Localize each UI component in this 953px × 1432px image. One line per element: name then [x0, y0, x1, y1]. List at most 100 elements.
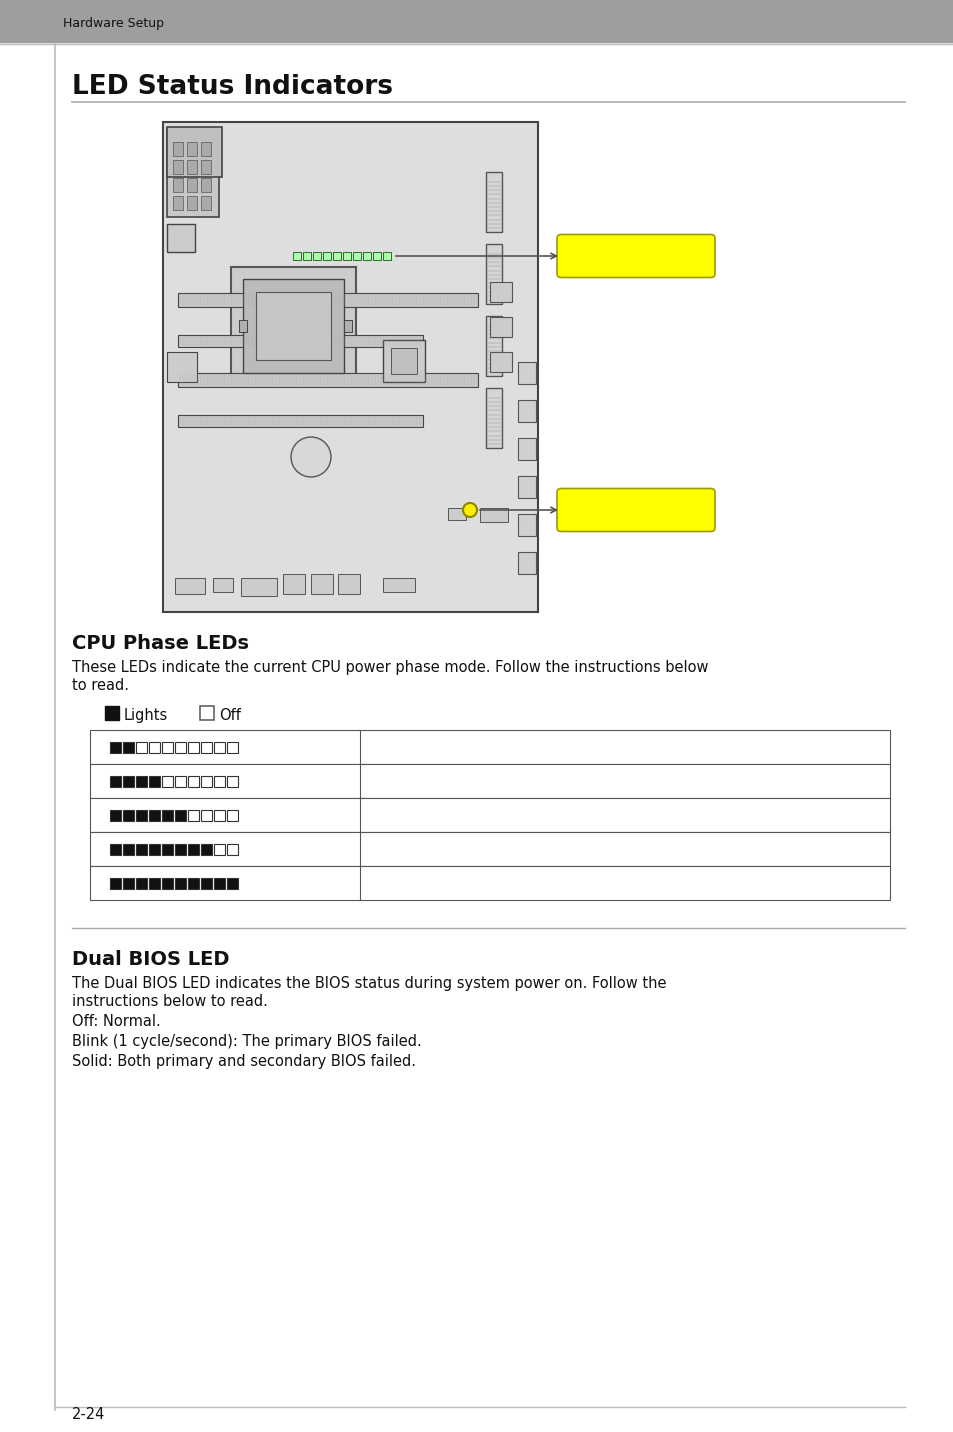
Bar	[344, 319, 352, 332]
FancyBboxPatch shape	[557, 488, 714, 531]
Circle shape	[462, 503, 476, 517]
Bar	[149, 742, 160, 752]
Bar	[167, 352, 196, 382]
Bar	[123, 878, 133, 888]
Bar	[187, 142, 196, 156]
Bar	[201, 809, 212, 821]
Text: 2-24: 2-24	[71, 1408, 105, 1422]
Bar	[213, 843, 225, 855]
Bar	[517, 438, 536, 460]
Bar	[110, 776, 121, 786]
Bar	[201, 142, 211, 156]
Bar	[90, 798, 889, 832]
Text: CPU Phase LEDs: CPU Phase LEDs	[569, 249, 702, 263]
Bar	[136, 776, 147, 786]
Bar	[174, 843, 186, 855]
Bar	[490, 282, 512, 302]
Bar	[149, 843, 160, 855]
Bar	[162, 809, 172, 821]
Bar	[213, 776, 225, 786]
Bar	[149, 776, 160, 786]
Bar	[490, 316, 512, 337]
Bar	[136, 742, 147, 752]
Bar	[174, 742, 186, 752]
Bar	[201, 843, 212, 855]
Bar	[241, 579, 276, 596]
Bar	[136, 809, 147, 821]
Bar	[110, 742, 121, 752]
Text: CPU Phase LEDs: CPU Phase LEDs	[71, 634, 249, 653]
Bar	[363, 252, 371, 261]
Bar	[227, 843, 237, 855]
Bar	[311, 574, 333, 594]
Bar	[448, 508, 465, 520]
Bar	[283, 574, 305, 594]
Bar	[517, 362, 536, 384]
Bar	[178, 335, 422, 347]
Bar	[172, 160, 183, 175]
Bar	[485, 388, 501, 448]
Bar	[188, 742, 199, 752]
Bar	[90, 832, 889, 866]
Circle shape	[291, 437, 331, 477]
Bar	[162, 742, 172, 752]
Bar	[187, 160, 196, 175]
Bar	[110, 809, 121, 821]
Bar	[149, 809, 160, 821]
Text: The Dual BIOS LED indicates the BIOS status during system power on. Follow the: The Dual BIOS LED indicates the BIOS sta…	[71, 977, 666, 991]
Bar	[188, 843, 199, 855]
Text: CPU is in 4 phase power mode.: CPU is in 4 phase power mode.	[374, 769, 601, 785]
Bar	[490, 352, 512, 372]
Text: CPU is in 6 phase power mode.: CPU is in 6 phase power mode.	[374, 803, 601, 819]
Text: Off: Off	[219, 707, 240, 723]
Text: instructions below to read.: instructions below to read.	[71, 994, 268, 1010]
Bar	[90, 730, 889, 765]
Bar	[213, 878, 225, 888]
Bar	[517, 475, 536, 498]
Bar	[162, 878, 172, 888]
Bar	[174, 776, 186, 786]
Bar	[123, 742, 133, 752]
Bar	[391, 348, 416, 374]
Bar	[243, 279, 344, 372]
Text: Dual BIOS LED: Dual BIOS LED	[71, 949, 230, 969]
Bar	[110, 843, 121, 855]
FancyBboxPatch shape	[557, 235, 714, 278]
Bar	[201, 196, 211, 211]
Bar	[162, 776, 172, 786]
Bar	[373, 252, 380, 261]
Text: CPU is in 10 phase power mode.: CPU is in 10 phase power mode.	[374, 872, 611, 886]
Bar	[174, 878, 186, 888]
Text: LED Status Indicators: LED Status Indicators	[71, 74, 393, 100]
Bar	[382, 579, 415, 591]
Bar	[213, 742, 225, 752]
Bar	[178, 294, 477, 306]
Bar	[343, 252, 351, 261]
Bar	[323, 252, 331, 261]
Bar	[479, 508, 507, 523]
Bar	[188, 878, 199, 888]
Text: Blink (1 cycle/second): The primary BIOS failed.: Blink (1 cycle/second): The primary BIOS…	[71, 1034, 421, 1050]
Bar	[0, 0, 953, 42]
Bar	[105, 706, 119, 720]
Text: Lights: Lights	[124, 707, 168, 723]
Bar	[485, 172, 501, 232]
Bar	[382, 339, 424, 382]
Bar	[162, 843, 172, 855]
Text: These LEDs indicate the current CPU power phase mode. Follow the instructions be: These LEDs indicate the current CPU powe…	[71, 660, 708, 674]
Bar	[227, 809, 237, 821]
Bar	[178, 415, 422, 427]
Bar	[293, 252, 301, 261]
Text: CPU is in 8 phase power mode.: CPU is in 8 phase power mode.	[374, 838, 601, 852]
Bar	[123, 843, 133, 855]
Bar	[255, 292, 331, 359]
Bar	[163, 122, 537, 611]
Bar	[136, 878, 147, 888]
Bar	[201, 160, 211, 175]
Text: Off: Normal.: Off: Normal.	[71, 1014, 161, 1030]
Bar	[123, 776, 133, 786]
Bar	[172, 142, 183, 156]
Bar	[178, 372, 477, 387]
Bar	[167, 129, 219, 218]
Bar	[231, 266, 355, 385]
